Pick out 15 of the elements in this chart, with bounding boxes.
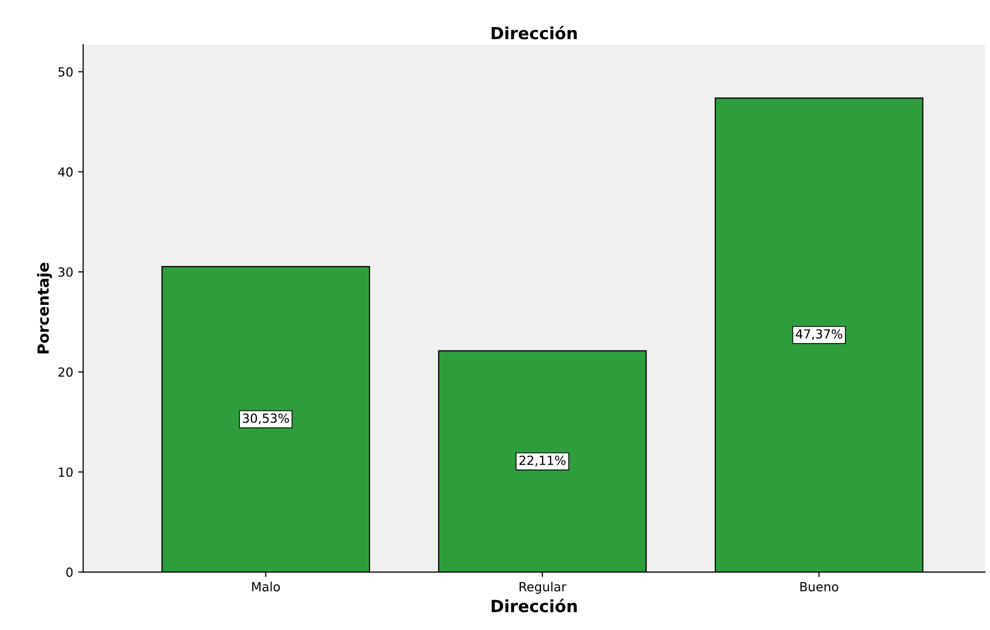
y-tick-label: 20 bbox=[58, 367, 73, 377]
chart-title: Dirección bbox=[492, 26, 577, 40]
x-axis-title: Dirección bbox=[492, 598, 577, 612]
y-tick-label: 50 bbox=[58, 67, 73, 77]
y-tick-label: 10 bbox=[58, 467, 73, 477]
data-label: 22,11% bbox=[519, 456, 566, 466]
data-label: 30,53% bbox=[242, 413, 289, 424]
x-tick-label: Bueno bbox=[800, 582, 838, 592]
y-axis-title: Porcentaje bbox=[37, 262, 52, 354]
data-label: 47,37% bbox=[796, 329, 842, 340]
x-tick-label: Regular bbox=[520, 582, 566, 594]
y-tick-label: 40 bbox=[58, 167, 73, 177]
y-tick-label: 0 bbox=[66, 568, 73, 577]
y-tick-label: 30 bbox=[58, 267, 73, 277]
x-tick-label: Malo bbox=[252, 582, 280, 592]
